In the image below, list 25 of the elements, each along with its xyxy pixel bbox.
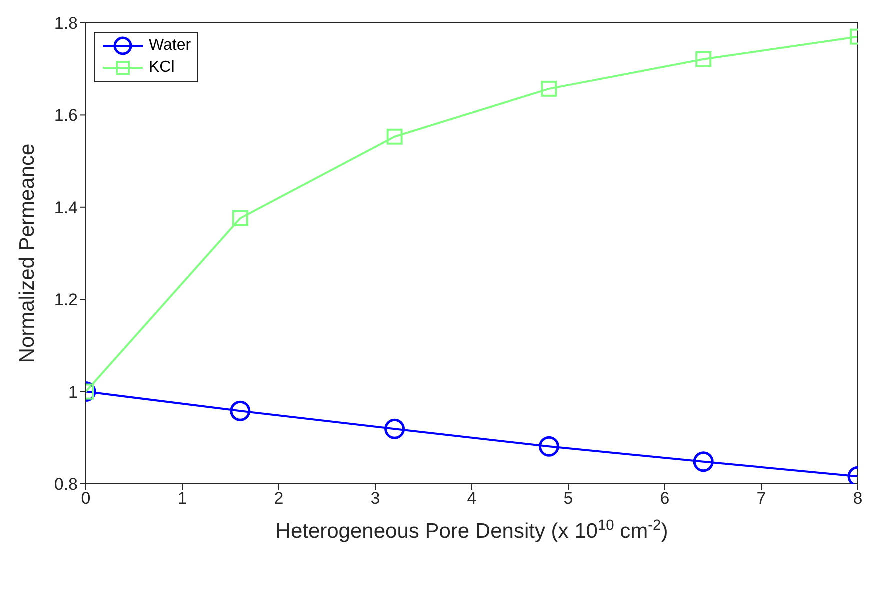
x-tick-label: 2 xyxy=(274,489,284,508)
x-tick-label: 8 xyxy=(853,489,863,508)
x-tick-label: 1 xyxy=(178,489,188,508)
y-axis-title: Normalized Permeance xyxy=(16,144,39,364)
y-tick-label: 1.4 xyxy=(54,198,78,218)
point xyxy=(541,80,558,97)
legend-label: KCl xyxy=(149,59,175,77)
y-tick-label: 1.6 xyxy=(54,106,78,126)
point xyxy=(693,452,714,472)
legend-label: Water xyxy=(149,37,192,55)
x-tick-label: 3 xyxy=(370,489,380,508)
point xyxy=(538,436,560,457)
x-tick-label: 6 xyxy=(660,489,670,508)
x-tick-label: 4 xyxy=(467,489,477,508)
y-tick-label: 0.8 xyxy=(54,475,78,494)
point xyxy=(696,51,712,68)
x-tick-label: 0 xyxy=(81,489,91,508)
x-tick-label: 7 xyxy=(756,489,766,508)
y-tick-label: 1.8 xyxy=(54,14,78,34)
x-tick-label: 5 xyxy=(564,489,574,508)
point xyxy=(384,418,406,440)
y-tick-label: 1 xyxy=(68,382,78,402)
point xyxy=(386,128,403,145)
y-tick-label: 1.2 xyxy=(54,290,78,310)
x-axis-title: Heterogeneous Pore Density (x 10$^{10}$ cm$^{-2}$) xyxy=(276,518,668,543)
